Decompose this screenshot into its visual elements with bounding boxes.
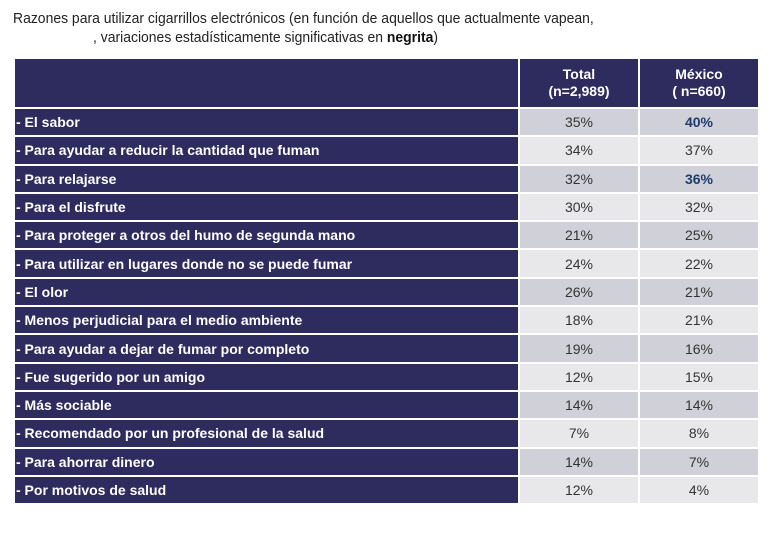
- row-label: - Para relajarse: [13, 163, 520, 194]
- mexico-value: 14%: [638, 389, 760, 421]
- header-total: Total (n=2,989): [518, 57, 640, 109]
- row-label: - Fue sugerido por un amigo: [13, 361, 520, 392]
- row-label: - Para ahorrar dinero: [13, 446, 520, 477]
- mexico-value: 36%: [638, 163, 760, 194]
- header-total-n: (n=2,989): [548, 83, 610, 99]
- table-row: - Para ayudar a reducir la cantidad que …: [13, 135, 760, 166]
- table-row: - El sabor 35% 40%: [13, 106, 760, 138]
- header-mexico: México( n=660): [638, 57, 760, 109]
- mexico-value: 22%: [638, 248, 760, 279]
- title-text: , variaciones estadísticamente significa…: [92, 29, 387, 46]
- row-label: - Recomendado por un profesional de la s…: [13, 418, 520, 449]
- row-label: - El sabor: [13, 106, 520, 138]
- total-value: 26%: [518, 276, 640, 308]
- row-label: - Por motivos de salud: [13, 474, 520, 506]
- total-value: 12%: [518, 474, 640, 506]
- row-label: - Para ayudar a reducir la cantidad que …: [13, 135, 520, 166]
- title-line-2: , variaciones estadísticamente significa…: [13, 28, 711, 47]
- table-row: - Para relajarse 32% 36%: [13, 163, 760, 194]
- reasons-table: Total (n=2,989) México( n=660) - El sabor…: [13, 57, 760, 506]
- total-value: 14%: [518, 389, 640, 421]
- table-row: - Menos perjudicial para el medio ambien…: [13, 305, 760, 336]
- table-row: - Para ahorrar dinero 14% 7%: [13, 446, 760, 477]
- row-label: - Para utilizar en lugares donde no se p…: [13, 248, 520, 279]
- table-row: - Para ayudar a dejar de fumar por compl…: [13, 333, 760, 364]
- table-row: - Recomendado por un profesional de la s…: [13, 418, 760, 449]
- table-row: - Más sociable 14% 14%: [13, 389, 760, 421]
- mexico-value: 40%: [638, 106, 760, 138]
- header-row: Total (n=2,989) México( n=660): [13, 57, 760, 109]
- mexico-value: 21%: [638, 305, 760, 336]
- total-value: 30%: [518, 191, 640, 223]
- title-text: ): [433, 29, 439, 46]
- total-value: 24%: [518, 248, 640, 279]
- header-total-label: Total: [562, 66, 596, 82]
- table-row: - Por motivos de salud 12% 4%: [13, 474, 760, 506]
- title-bold-word: negrita: [386, 29, 434, 46]
- table-row: - El olor 26% 21%: [13, 276, 760, 308]
- row-label: - Menos perjudicial para el medio ambien…: [13, 305, 520, 336]
- table-row: - Para el disfrute 30% 32%: [13, 191, 760, 223]
- row-label: - Más sociable: [13, 389, 520, 421]
- mexico-value: 15%: [638, 361, 760, 392]
- row-label: - Para proteger a otros del humo de segu…: [13, 220, 520, 251]
- page-title: Razones para utilizar cigarrillos electr…: [13, 9, 711, 47]
- total-value: 7%: [518, 418, 640, 449]
- total-value: 19%: [518, 333, 640, 364]
- table-row: - Para utilizar en lugares donde no se p…: [13, 248, 760, 279]
- header-label-cell: [13, 57, 520, 109]
- mexico-value: 37%: [638, 135, 760, 166]
- title-line-1: Razones para utilizar cigarrillos electr…: [13, 10, 594, 27]
- mexico-value: 25%: [638, 220, 760, 251]
- total-value: 18%: [518, 305, 640, 336]
- mexico-value: 16%: [638, 333, 760, 364]
- header-mexico-label: México: [675, 66, 723, 82]
- total-value: 35%: [518, 106, 640, 138]
- total-value: 14%: [518, 446, 640, 477]
- table-row: - Para proteger a otros del humo de segu…: [13, 220, 760, 251]
- mexico-value: 21%: [638, 276, 760, 308]
- total-value: 21%: [518, 220, 640, 251]
- mexico-value: 7%: [638, 446, 760, 477]
- header-mexico-n: ( n=660): [672, 83, 726, 99]
- row-label: - Para ayudar a dejar de fumar por compl…: [13, 333, 520, 364]
- mexico-value: 4%: [638, 474, 760, 506]
- total-value: 32%: [518, 163, 640, 194]
- mexico-value: 32%: [638, 191, 760, 223]
- total-value: 12%: [518, 361, 640, 392]
- row-label: - El olor: [13, 276, 520, 308]
- row-label: - Para el disfrute: [13, 191, 520, 223]
- table-row: - Fue sugerido por un amigo 12% 15%: [13, 361, 760, 392]
- total-value: 34%: [518, 135, 640, 166]
- mexico-value: 8%: [638, 418, 760, 449]
